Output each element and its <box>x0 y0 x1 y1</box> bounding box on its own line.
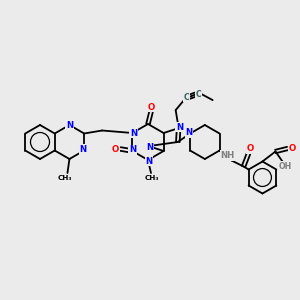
Text: N: N <box>129 146 136 154</box>
Text: N: N <box>80 145 87 154</box>
Text: OH: OH <box>279 162 292 171</box>
Text: O: O <box>147 103 155 112</box>
Text: N: N <box>185 128 193 137</box>
Text: O: O <box>247 144 254 153</box>
Text: N: N <box>146 142 153 152</box>
Text: O: O <box>112 145 119 154</box>
Text: N: N <box>130 128 137 137</box>
Text: C: C <box>196 90 202 99</box>
Text: CH₃: CH₃ <box>57 175 72 181</box>
Text: CH₃: CH₃ <box>145 175 159 181</box>
Text: C: C <box>184 93 190 102</box>
Text: N: N <box>66 121 73 130</box>
Text: O: O <box>289 144 296 153</box>
Text: N: N <box>146 157 153 166</box>
Text: NH: NH <box>220 151 235 160</box>
Text: N: N <box>176 123 183 132</box>
